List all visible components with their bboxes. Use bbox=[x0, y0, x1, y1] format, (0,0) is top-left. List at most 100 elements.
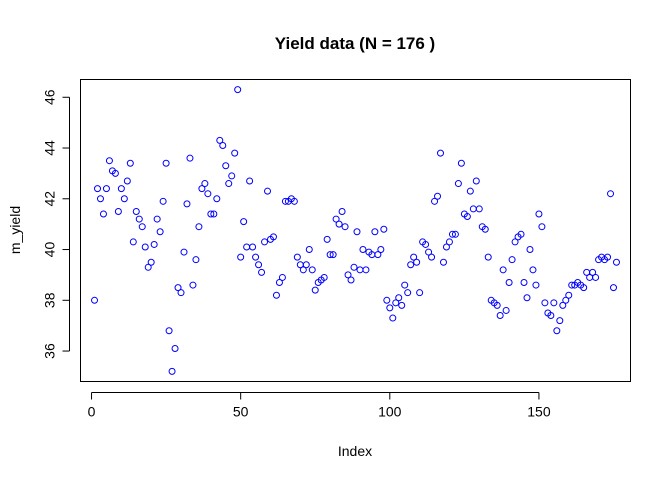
chart-title: Yield data (N = 176 ) bbox=[275, 34, 435, 53]
data-point bbox=[404, 289, 412, 297]
data-point bbox=[395, 294, 403, 302]
data-point bbox=[111, 169, 119, 177]
data-point bbox=[505, 279, 513, 287]
data-point bbox=[150, 240, 158, 248]
data-point bbox=[350, 263, 358, 271]
data-point bbox=[305, 246, 313, 254]
data-point bbox=[508, 256, 516, 264]
data-point bbox=[341, 223, 349, 231]
data-point bbox=[234, 86, 242, 94]
data-point bbox=[338, 207, 346, 215]
data-point bbox=[344, 271, 352, 279]
data-point bbox=[529, 266, 537, 274]
data-point bbox=[589, 268, 597, 276]
data-point bbox=[141, 243, 149, 251]
data-point bbox=[180, 248, 188, 256]
data-point bbox=[114, 207, 122, 215]
data-point bbox=[269, 233, 277, 241]
data-point bbox=[120, 195, 128, 203]
data-point bbox=[463, 213, 471, 221]
data-point bbox=[428, 253, 436, 261]
data-point bbox=[469, 205, 477, 213]
data-point bbox=[457, 159, 465, 167]
data-point bbox=[609, 284, 617, 292]
data-point bbox=[499, 266, 507, 274]
data-point bbox=[502, 306, 510, 314]
data-point bbox=[475, 205, 483, 213]
data-point bbox=[362, 266, 370, 274]
data-point bbox=[422, 240, 430, 248]
data-point bbox=[398, 301, 406, 309]
data-point bbox=[359, 246, 367, 254]
data-point bbox=[192, 256, 200, 264]
data-point bbox=[520, 279, 528, 287]
data-point bbox=[326, 251, 334, 259]
data-point bbox=[472, 177, 480, 185]
data-point bbox=[171, 345, 179, 353]
data-point bbox=[207, 210, 215, 218]
data-point bbox=[550, 299, 558, 307]
x-axis-label: Index bbox=[338, 443, 372, 459]
data-point bbox=[201, 180, 209, 188]
data-points bbox=[91, 86, 620, 375]
y-tick-label: 44 bbox=[42, 140, 58, 156]
y-axis-label: m_yield bbox=[7, 206, 23, 254]
data-point bbox=[129, 238, 137, 246]
data-point bbox=[386, 304, 394, 312]
data-point bbox=[580, 284, 588, 292]
data-point bbox=[126, 159, 134, 167]
data-point bbox=[94, 185, 102, 193]
data-point bbox=[99, 210, 107, 218]
data-point bbox=[311, 286, 319, 294]
data-point bbox=[231, 149, 239, 157]
y-tick-label: 46 bbox=[42, 89, 58, 105]
data-point bbox=[523, 294, 531, 302]
data-point bbox=[138, 223, 146, 231]
y-tick-label: 36 bbox=[42, 343, 58, 359]
data-point bbox=[454, 180, 462, 188]
x-tick-label: 0 bbox=[88, 404, 96, 420]
data-point bbox=[272, 291, 280, 299]
data-point bbox=[389, 314, 397, 322]
data-point bbox=[91, 296, 99, 304]
data-point bbox=[222, 162, 230, 170]
data-point bbox=[308, 266, 316, 274]
data-point bbox=[132, 207, 140, 215]
data-point bbox=[392, 299, 400, 307]
data-point bbox=[556, 317, 564, 325]
data-point bbox=[299, 266, 307, 274]
data-point bbox=[275, 279, 283, 287]
data-point bbox=[568, 281, 576, 289]
data-point bbox=[162, 159, 170, 167]
data-point bbox=[448, 230, 456, 238]
data-point bbox=[249, 243, 257, 251]
data-point bbox=[255, 261, 263, 269]
data-point bbox=[532, 281, 540, 289]
data-point bbox=[451, 230, 459, 238]
data-point bbox=[401, 281, 409, 289]
data-point bbox=[437, 149, 445, 157]
data-point bbox=[562, 296, 570, 304]
y-tick-label: 38 bbox=[42, 292, 58, 308]
data-point bbox=[225, 180, 233, 188]
data-point bbox=[559, 301, 567, 309]
data-point bbox=[102, 185, 110, 193]
data-point bbox=[281, 197, 289, 205]
data-point bbox=[425, 248, 433, 256]
data-point bbox=[186, 154, 194, 162]
data-point bbox=[356, 266, 364, 274]
data-point bbox=[243, 243, 251, 251]
data-point bbox=[347, 276, 355, 284]
x-tick-label: 150 bbox=[527, 404, 551, 420]
data-point bbox=[592, 273, 600, 281]
data-point bbox=[511, 238, 519, 246]
y-tick-label: 42 bbox=[42, 191, 58, 207]
data-point bbox=[117, 185, 125, 193]
plot-frame bbox=[80, 79, 631, 382]
data-point bbox=[258, 268, 266, 276]
data-point bbox=[261, 238, 269, 246]
data-point bbox=[410, 253, 418, 261]
data-point bbox=[183, 200, 191, 208]
data-point bbox=[416, 289, 424, 297]
